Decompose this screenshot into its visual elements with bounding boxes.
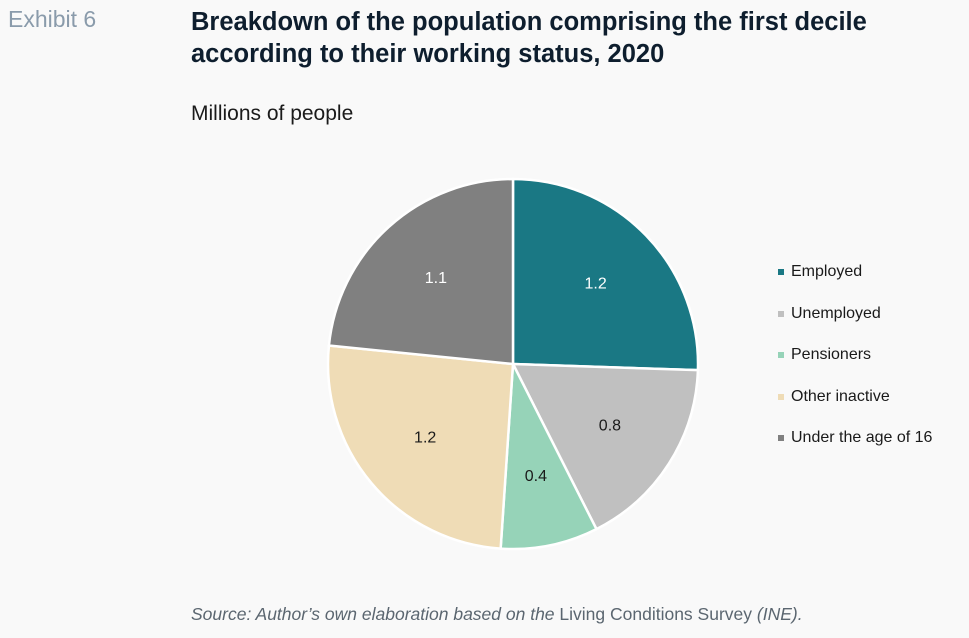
pie-slice-employed bbox=[511, 177, 700, 372]
legend-item-employed: Employed bbox=[778, 262, 932, 282]
legend-label: Employed bbox=[791, 263, 863, 280]
pie-slice-unemployed bbox=[511, 362, 700, 531]
source-survey: Living Conditions Survey bbox=[559, 604, 753, 624]
legend-item-unemployed: Unemployed bbox=[778, 304, 932, 324]
source-note: Source: Author’s own elaboration based o… bbox=[191, 604, 803, 625]
legend-swatch bbox=[778, 435, 784, 441]
legend-label: Pensioners bbox=[791, 346, 872, 363]
legend-swatch bbox=[778, 393, 784, 400]
chart-subtitle: Millions of people bbox=[191, 102, 354, 125]
exhibit-label: Exhibit 6 bbox=[8, 6, 97, 32]
legend-swatch bbox=[778, 310, 784, 317]
slice-label-under-the-age-of-16: 1.1 bbox=[425, 270, 447, 287]
legend-item-under-the-age-of-16: Under the age of 16 bbox=[778, 428, 932, 448]
source-prefix: Source: Author’s own elaboration based o… bbox=[191, 604, 560, 624]
slice-label-employed: 1.2 bbox=[585, 276, 607, 293]
legend-label: Other inactive bbox=[791, 387, 890, 405]
legend-item-other-inactive: Other inactive bbox=[778, 387, 932, 407]
legend-label: Unemployed bbox=[791, 304, 881, 322]
legend-label: Under the age of 16 bbox=[791, 429, 933, 446]
chart-legend: Employed Unemployed Pensioners Other inacti… bbox=[778, 262, 932, 470]
slice-label-other-inactive: 1.2 bbox=[414, 430, 436, 447]
pie-slice-under-the-age-of-16 bbox=[327, 177, 515, 366]
source-suffix: (INE). bbox=[752, 604, 803, 624]
legend-item-pensioners: Pensioners bbox=[778, 345, 932, 365]
legend-swatch bbox=[778, 352, 784, 358]
pie-slice-pensioners bbox=[499, 362, 598, 551]
slice-label-pensioners: 0.4 bbox=[525, 468, 547, 485]
chart-title: Breakdown of the population comprising t… bbox=[191, 8, 867, 68]
slice-label-unemployed: 0.8 bbox=[599, 417, 621, 434]
legend-swatch bbox=[778, 269, 784, 275]
pie-slice-other-inactive bbox=[326, 344, 515, 550]
